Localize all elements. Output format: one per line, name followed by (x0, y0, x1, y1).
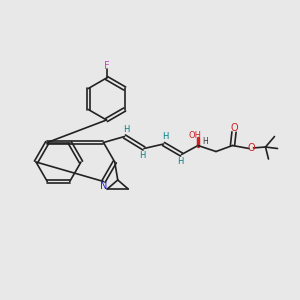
Text: OH: OH (188, 131, 202, 140)
Text: N: N (100, 181, 107, 191)
Text: H: H (123, 124, 129, 134)
Text: F: F (104, 61, 109, 71)
Text: O: O (230, 122, 238, 133)
Text: H: H (162, 132, 168, 141)
Text: H: H (202, 137, 208, 146)
Text: H: H (177, 157, 183, 166)
Text: O: O (248, 142, 255, 153)
Text: H: H (139, 151, 146, 160)
